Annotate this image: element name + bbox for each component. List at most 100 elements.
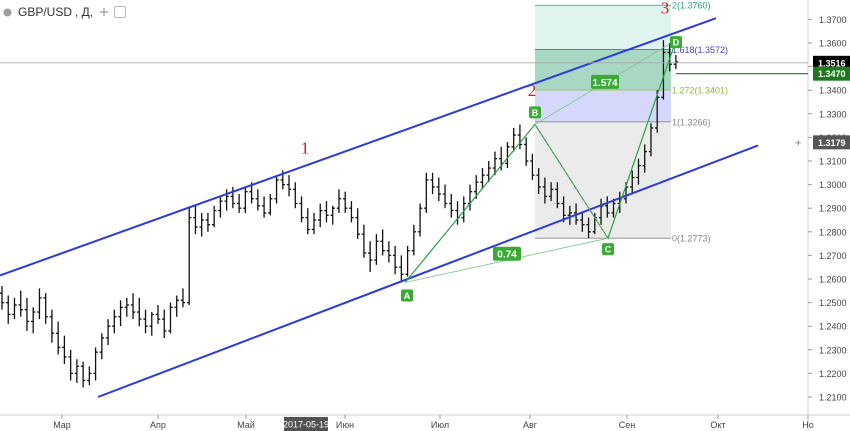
ohlc-bar	[80, 361, 86, 388]
swing-point-b-box	[529, 106, 541, 119]
x-tick-label: Май	[237, 420, 255, 430]
ohlc-bar	[417, 203, 423, 237]
y-tick-label: 1.2500	[819, 298, 847, 308]
ohlc-bar	[430, 172, 435, 195]
ohlc-bar	[536, 168, 541, 195]
ohlc-bar	[236, 194, 242, 213]
ohlc-bar	[180, 288, 186, 308]
y-tick-label: 1.2600	[819, 275, 847, 285]
ratio-label-bd: 1.574	[592, 78, 617, 89]
x-tick-label: Июл	[431, 420, 449, 430]
y-tick-label: 1.3600	[819, 39, 847, 49]
ohlc-bar	[143, 309, 148, 334]
ohlc-bar	[211, 205, 217, 228]
ohlc-bar	[461, 196, 466, 223]
fib-level-label: 1.618(1.3572)	[672, 45, 728, 55]
ohlc-bar	[330, 205, 335, 225]
ohlc-bar	[492, 151, 498, 176]
ohlc-bar	[124, 297, 129, 317]
ohlc-bar	[0, 286, 5, 310]
x-tick-label: Авг	[523, 420, 538, 430]
ohlc-bar	[187, 208, 192, 305]
ohlc-bar	[561, 196, 566, 223]
x-tick-label: Окт	[710, 420, 725, 430]
x-tick-label: Июн	[336, 420, 354, 430]
ohlc-bar	[611, 198, 616, 218]
interval-label[interactable]: , Д,	[75, 5, 94, 19]
symbol-label[interactable]: GBP/USD	[18, 5, 73, 19]
price-tag-level: 1.3470	[818, 69, 846, 79]
ohlc-bar	[555, 182, 560, 209]
y-tick-label: 1.2700	[819, 251, 847, 261]
y-tick-label: 1.2400	[819, 322, 847, 332]
swing-point-c-box	[602, 243, 614, 256]
x-tick-label: Сен	[619, 420, 636, 430]
crosshair-plus-icon: +	[795, 137, 801, 149]
ohlc-bar	[6, 295, 11, 324]
ohlc-bar	[168, 302, 173, 334]
price-tag-crosshair-box	[813, 135, 850, 150]
ohlc-bar	[380, 229, 385, 256]
ratio-label-ac: 0.74	[497, 250, 517, 261]
settings-icon[interactable]	[114, 6, 127, 18]
y-tick-label: 1.3300	[819, 109, 847, 119]
ohlc-bar	[630, 170, 635, 195]
ohlc-bar	[548, 182, 554, 202]
ohlc-bar	[648, 123, 654, 157]
wave-label-1: 1	[301, 138, 310, 157]
channel-lower-line	[97, 144, 759, 398]
ohlc-bar	[567, 205, 573, 225]
wave-label-2: 2	[528, 81, 537, 100]
ohlc-bar	[305, 208, 310, 235]
ohlc-bar	[299, 196, 304, 223]
y-tick-label: 1.2800	[819, 227, 847, 237]
y-tick-label: 1.2200	[819, 369, 847, 379]
x-tick-label-highlighted: 2017-05-19	[283, 420, 329, 430]
ohlc-bar	[530, 153, 535, 180]
ohlc-bar	[193, 205, 198, 235]
ohlc-bar	[62, 335, 67, 364]
ohlc-bar	[474, 175, 479, 199]
ohlc-bar	[367, 241, 373, 272]
chart-header: GBP/USD , Д,	[0, 0, 127, 24]
ohlc-bar	[293, 182, 298, 209]
ratio-label-ac-box	[493, 246, 521, 261]
ohlc-bar	[505, 142, 510, 169]
y-tick-label: 1.3100	[819, 157, 847, 167]
swing-point-a: A	[404, 291, 411, 301]
swing-point-d-box	[670, 36, 682, 49]
fib-zone-lower	[535, 121, 671, 239]
add-symbol-icon[interactable]	[99, 7, 109, 17]
ohlc-bar	[318, 203, 323, 228]
y-tick-label: 1.3000	[819, 180, 847, 190]
ohlc-bar	[130, 293, 136, 320]
price-tag-level-box	[813, 66, 850, 81]
price-tag-crosshair: 1.3179	[818, 138, 846, 148]
swing-point-b: B	[532, 108, 539, 118]
x-tick-label: Но	[802, 420, 814, 430]
swing-point-c: C	[605, 245, 612, 255]
ohlc-bar	[349, 201, 354, 223]
ohlc-bar	[274, 175, 279, 204]
ohlc-bar	[18, 290, 23, 317]
ohlc-bar	[361, 224, 367, 258]
ratio-label-bd-box	[591, 74, 619, 89]
ohlc-bar	[636, 158, 641, 185]
channel-upper-line	[0, 17, 717, 277]
date-cursor-box	[284, 417, 328, 431]
ohlc-bar	[343, 191, 348, 213]
ohlc-bar	[105, 319, 111, 346]
ohlc-bar	[149, 312, 154, 336]
ohlc-bar	[12, 297, 17, 320]
ohlc-bar	[673, 54, 679, 69]
ohlc-bar	[43, 293, 48, 324]
ohlc-bar	[87, 366, 92, 386]
ohlc-bar	[486, 161, 491, 183]
x-tick-label: Апр	[150, 420, 166, 430]
ohlc-bar	[174, 295, 179, 317]
y-tick-label: 1.2100	[819, 393, 847, 403]
fib-zone-mid	[535, 89, 671, 122]
swing-point-a-box	[401, 289, 413, 302]
